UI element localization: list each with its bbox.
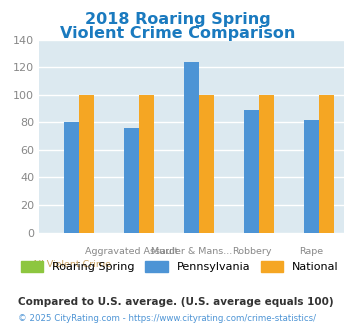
- Bar: [244, 110, 259, 233]
- Bar: [139, 95, 154, 233]
- Bar: [199, 95, 214, 233]
- Bar: [184, 62, 199, 233]
- Text: Aggravated Assault: Aggravated Assault: [85, 247, 179, 255]
- Legend: Roaring Spring, Pennsylvania, National: Roaring Spring, Pennsylvania, National: [16, 256, 343, 277]
- Text: 2018 Roaring Spring: 2018 Roaring Spring: [84, 12, 271, 26]
- Bar: [304, 119, 319, 233]
- Bar: [124, 128, 139, 233]
- Text: Robbery: Robbery: [232, 247, 271, 255]
- Bar: [65, 122, 80, 233]
- Bar: [319, 95, 334, 233]
- Text: All Violent Crime: All Violent Crime: [32, 260, 111, 269]
- Bar: [80, 95, 94, 233]
- Text: Rape: Rape: [299, 247, 323, 255]
- Text: Violent Crime Comparison: Violent Crime Comparison: [60, 26, 295, 41]
- Bar: [259, 95, 274, 233]
- Text: Compared to U.S. average. (U.S. average equals 100): Compared to U.S. average. (U.S. average …: [18, 297, 333, 307]
- Text: Murder & Mans...: Murder & Mans...: [151, 247, 232, 255]
- Text: © 2025 CityRating.com - https://www.cityrating.com/crime-statistics/: © 2025 CityRating.com - https://www.city…: [18, 314, 316, 323]
